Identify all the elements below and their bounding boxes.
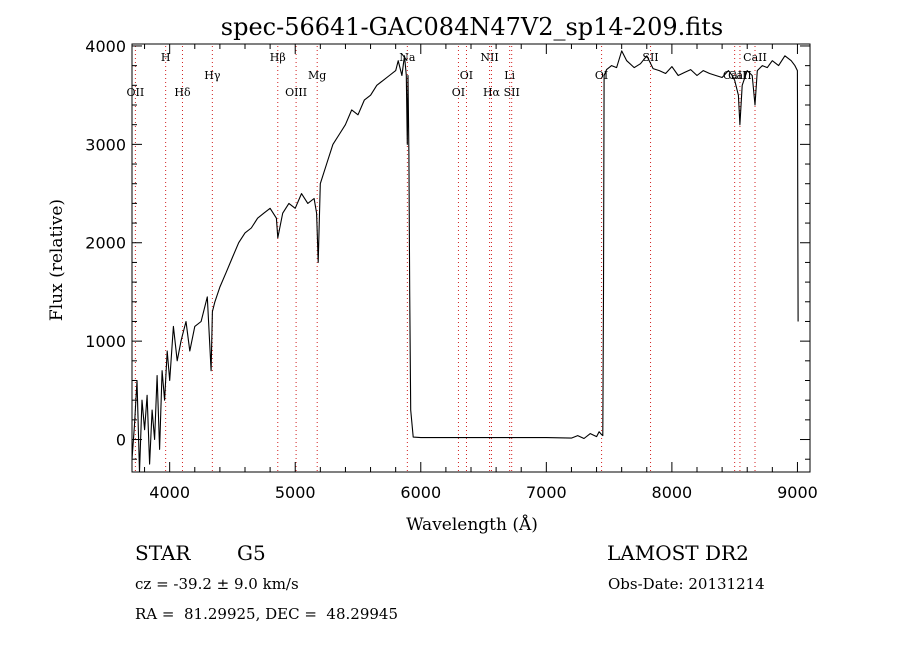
line-marker-label: CaII	[723, 69, 747, 82]
series-layer	[132, 50, 799, 472]
line-marker-label: Hβ	[270, 51, 286, 64]
y-axis-title: Flux (relative)	[47, 199, 67, 321]
line-marker-label: SII	[642, 51, 658, 64]
line-marker-label: OIII	[285, 86, 307, 99]
y-tick-label: 2000	[85, 234, 126, 253]
chart-title: spec-56641-GAC084N47V2_sp14-209.fits	[221, 13, 723, 41]
x-tick-label: 5000	[275, 483, 316, 502]
y-tick-label: 4000	[85, 37, 126, 56]
observation-date: Obs-Date: 20131214	[608, 575, 765, 593]
x-tick-label: 8000	[652, 483, 693, 502]
line-marker-label: Hγ	[204, 69, 221, 82]
line-marker-label: Li	[504, 69, 515, 82]
x-tick-label: 6000	[400, 483, 441, 502]
line-marker-label: Na	[399, 51, 416, 64]
line-marker-label: H	[161, 51, 171, 64]
x-tick-label: 7000	[526, 483, 567, 502]
axes: 4000 5000 6000 7000 8000 9000 0 1000 2000 3000 400…	[85, 37, 818, 502]
spectrum-series-line	[132, 50, 799, 472]
line-marker-label: OII	[127, 86, 145, 99]
line-marker-label: OI	[452, 86, 465, 99]
x-tick-label: 4000	[149, 483, 190, 502]
sky-coordinates: RA = 81.29925, DEC = 48.29945	[135, 605, 399, 623]
line-marker-label: Hδ	[174, 86, 191, 99]
x-axis-title: Wavelength (Å)	[406, 514, 538, 535]
plot-frame	[131, 43, 811, 473]
line-marker-label: NII	[480, 51, 498, 64]
line-markers: OIIHHδHγHβOIIIMgNaOIOINIIHαLiSIIOISIICaI…	[127, 46, 767, 472]
line-marker-label: OI	[460, 69, 473, 82]
object-class: STAR	[135, 541, 191, 565]
y-tick-label: 0	[116, 431, 126, 450]
object-subclass: G5	[237, 541, 266, 565]
line-marker-label: SII	[504, 86, 520, 99]
y-tick-label: 1000	[85, 332, 126, 351]
y-tick-label: 3000	[85, 135, 126, 154]
line-marker-label: CaII	[743, 51, 767, 64]
line-marker-label: Hα	[483, 86, 501, 99]
redshift-value: cz = -39.2 ± 9.0 km/s	[135, 575, 299, 593]
survey-name: LAMOST DR2	[607, 541, 749, 565]
x-tick-label: 9000	[777, 483, 818, 502]
line-marker-label: Mg	[308, 69, 326, 82]
